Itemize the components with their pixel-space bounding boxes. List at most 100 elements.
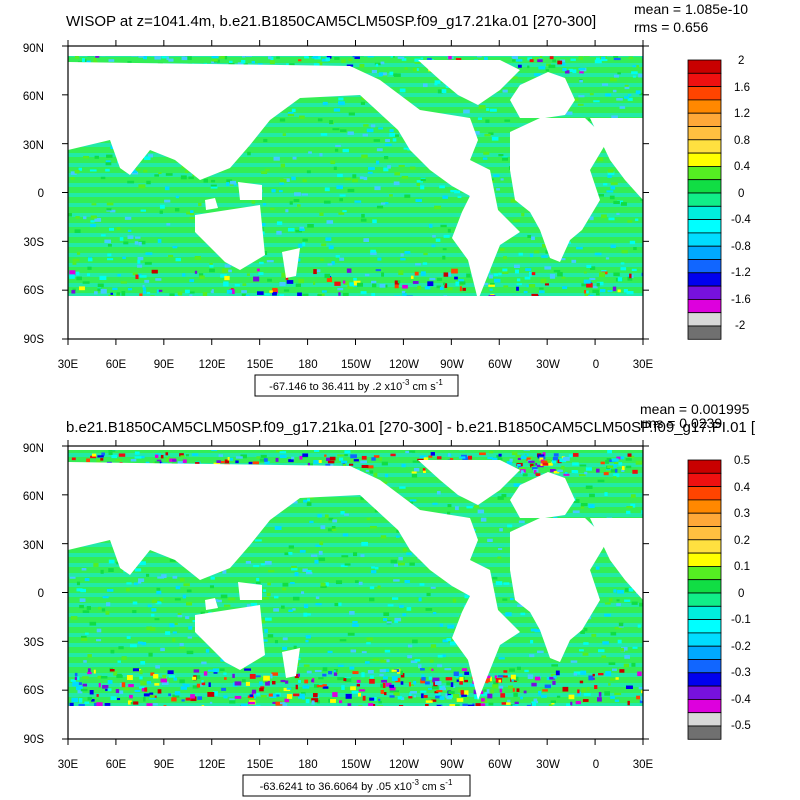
range-note-box <box>242 774 471 797</box>
colorbar-label: -0.3 <box>731 667 751 679</box>
colorbar-swatch <box>687 192 722 207</box>
colorbar-swatch <box>687 165 722 181</box>
lon-tick-label: 30E <box>58 359 79 371</box>
lon-tick-label: 60E <box>106 359 127 371</box>
lon-tick-label: 120E <box>199 759 226 771</box>
colorbar-swatch <box>687 579 722 594</box>
map-figure-top: WISOP at z=1041.4m, b.e21.B1850CAM5CLM50… <box>23 1 751 397</box>
colorbar-label: -0.1 <box>731 614 751 626</box>
colorbar-swatch <box>687 99 722 114</box>
colorbar-label: 1.2 <box>734 108 750 120</box>
colorbar-swatch <box>687 325 722 340</box>
lon-tick-label: 150W <box>341 759 371 771</box>
latitude-labels: 90N 60N 30N 0 30S 60S 90S <box>23 443 44 746</box>
range-note: -67.146 to 36.411 by .2 x10-3 cm s-1 <box>269 378 443 393</box>
colorbar-label: 1.6 <box>734 82 750 94</box>
latitude-labels: 90N 60N 30N 0 30S 60S 90S <box>23 43 44 346</box>
colorbar-swatch <box>687 298 722 314</box>
axis-ticks <box>62 40 649 345</box>
land-mask <box>68 446 643 739</box>
colorbar-swatch <box>687 139 722 154</box>
colorbar-swatch <box>687 592 722 607</box>
colorbar-swatch <box>687 632 722 647</box>
lon-tick-label: 150E <box>247 359 274 371</box>
lat-tick-label: 90S <box>24 734 45 746</box>
colorbar-label: -0.4 <box>731 214 751 226</box>
colorbar-swatch <box>687 712 722 727</box>
colorbar-swatch <box>687 539 722 554</box>
colorbar-label: -1.2 <box>731 267 751 279</box>
lat-tick-label: 90N <box>23 443 44 455</box>
colorbar-label: 0.2 <box>734 535 750 547</box>
lon-tick-label: 180 <box>298 359 317 371</box>
longitude-labels: 30E 60E 90E 120E 150E 180 150W 120W 90W … <box>58 759 654 771</box>
lat-tick-label: 30S <box>24 237 45 249</box>
colorbar-swatch <box>687 645 722 660</box>
colorbar-swatch <box>687 112 722 127</box>
colorbar-swatch <box>687 619 722 634</box>
lon-tick-label: 60E <box>106 759 127 771</box>
colorbar-labels: 2 1.6 1.2 0.8 0.4 0 -0.4 -0.8 -1.2 -1.6 … <box>731 55 751 332</box>
colorbar-label: 0 <box>738 188 744 200</box>
lon-tick-label: 30W <box>536 359 560 371</box>
colorbar-label: -1.6 <box>731 294 751 306</box>
colorbar-swatch <box>687 312 722 327</box>
colorbar-label: -2 <box>735 320 745 332</box>
map-panel-top: WISOP at z=1041.4m, b.e21.B1850CAM5CLM50… <box>23 1 751 397</box>
lon-tick-label: 60W <box>488 759 512 771</box>
colorbar-swatch <box>687 552 722 567</box>
range-note: -63.6241 to 36.6064 by .05 x10-3 cm s-1 <box>260 778 453 793</box>
colorbar-label: 0.4 <box>734 161 751 173</box>
lat-tick-label: 30S <box>24 637 45 649</box>
colorbar-swatch <box>687 512 722 527</box>
lon-tick-label: 120W <box>389 359 419 371</box>
lat-tick-label: 60N <box>23 91 44 103</box>
plot-title: b.e21.B1850CAM5CLM50SP.f09_g17.21ka.01 [… <box>66 419 756 436</box>
colorbar-swatch <box>687 219 722 234</box>
colorbar-label: 0.4 <box>734 482 751 494</box>
plot-title: WISOP at z=1041.4m, b.e21.B1850CAM5CLM50… <box>66 13 596 30</box>
lat-tick-label: 60S <box>24 685 45 697</box>
lon-tick-label: 60W <box>488 359 512 371</box>
colorbar-swatch <box>687 698 722 714</box>
range-note-box <box>254 374 459 397</box>
colorbar-label: -0.4 <box>731 694 751 706</box>
colorbar-label: 0.3 <box>734 508 750 520</box>
lat-tick-label: 30N <box>23 540 44 552</box>
colorbar-swatch <box>687 86 722 101</box>
lon-tick-label: 120W <box>389 759 419 771</box>
map-field <box>68 446 643 739</box>
map-panel-bottom: b.e21.B1850CAM5CLM50SP.f09_g17.21ka.01 [… <box>0 400 800 800</box>
colorbar-swatch <box>687 245 722 260</box>
axis-ticks <box>62 440 649 745</box>
colorbar-swatch <box>687 72 722 88</box>
colorbar-swatch <box>687 459 722 474</box>
colorbar-swatch <box>687 725 722 740</box>
lon-tick-label: 90E <box>154 359 175 371</box>
lon-tick-label: 30E <box>633 759 654 771</box>
lat-tick-label: 90N <box>23 43 44 55</box>
map-field <box>68 46 643 339</box>
lon-tick-label: 90W <box>440 759 464 771</box>
colorbar-swatch <box>687 672 722 687</box>
longitude-labels: 30E 60E 90E 120E 150E 180 150W 120W 90W … <box>58 359 654 371</box>
colorbar-label: 2 <box>738 55 744 67</box>
colorbar-label: -0.5 <box>731 720 751 732</box>
lon-tick-label: 120E <box>199 359 226 371</box>
lat-tick-label: 90S <box>24 334 45 346</box>
colorbar-label: 0 <box>738 588 744 600</box>
lat-tick-label: 60N <box>23 491 44 503</box>
colorbar-swatch <box>687 272 722 287</box>
colorbar-swatch <box>687 152 722 167</box>
rms-value: rms = 0.0239 <box>640 415 722 431</box>
colorbar-swatch <box>687 526 722 541</box>
colorbar-label: 0.1 <box>734 561 750 573</box>
rms-value: rms = 0.656 <box>634 19 709 35</box>
colorbar-label: -0.8 <box>731 241 751 253</box>
lat-tick-label: 0 <box>38 188 44 200</box>
lon-tick-label: 150W <box>341 359 371 371</box>
colorbar-swatch <box>687 205 722 221</box>
colorbar-swatch <box>687 179 722 194</box>
colorbar-label: 0.8 <box>734 135 750 147</box>
lat-tick-label: 60S <box>24 285 45 297</box>
